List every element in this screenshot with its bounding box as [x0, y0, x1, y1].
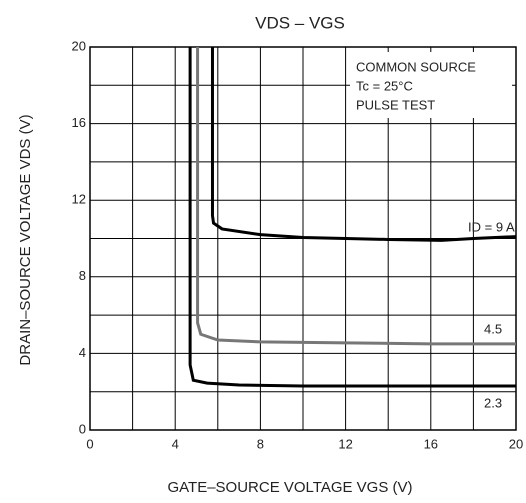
series-label: ID = 9 A [468, 219, 515, 234]
y-tick-label: 16 [72, 115, 86, 130]
y-axis-label: DRAIN–SOURCE VOLTAGE VDS (V) [17, 114, 34, 365]
series-label: 4.5 [484, 321, 502, 336]
y-tick-label: 0 [79, 421, 86, 436]
annotation: Tc = 25°C [356, 78, 413, 93]
chart-title: VDS – VGS [255, 13, 345, 32]
x-axis-label: GATE–SOURCE VOLTAGE VGS (V) [167, 479, 412, 496]
legend-box [350, 52, 512, 118]
y-tick-label: 20 [72, 38, 86, 53]
x-tick-label: 8 [257, 436, 264, 451]
annotation: PULSE TEST [356, 97, 435, 112]
x-tick-label: 12 [338, 436, 352, 451]
series-label: 2.3 [484, 395, 502, 410]
y-tick-label: 4 [79, 345, 86, 360]
x-tick-label: 0 [86, 436, 93, 451]
series-line [196, 47, 516, 346]
annotation: COMMON SOURCE [356, 59, 476, 74]
x-tick-label: 20 [509, 436, 523, 451]
x-tick-label: 4 [172, 436, 179, 451]
x-tick-label: 16 [424, 436, 438, 451]
y-tick-label: 8 [79, 268, 86, 283]
series-line [210, 47, 517, 242]
y-tick-label: 12 [72, 192, 86, 207]
plot-frame [89, 46, 517, 431]
series-line [188, 47, 516, 388]
